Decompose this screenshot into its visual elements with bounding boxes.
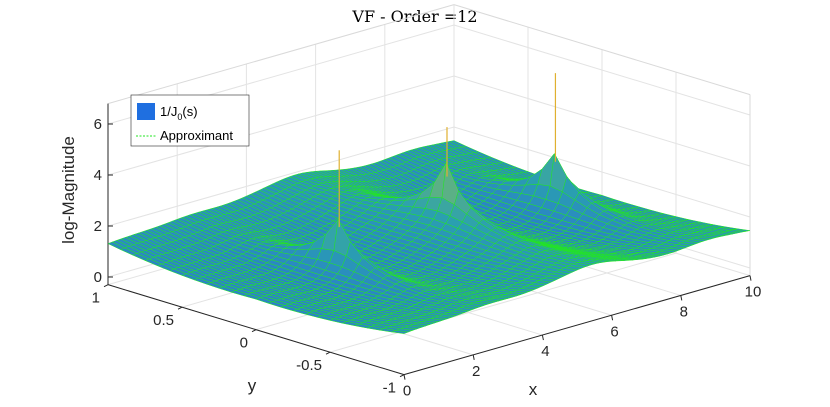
x-tick-label: 4 bbox=[541, 343, 549, 360]
x-tick-mark bbox=[403, 374, 406, 380]
x-tick-mark bbox=[472, 354, 475, 360]
x-tick-mark bbox=[541, 334, 544, 341]
legend-label-sub: 0 bbox=[177, 112, 182, 122]
y-tick-mark bbox=[325, 351, 331, 355]
y-tick-mark bbox=[177, 306, 183, 310]
grid-line bbox=[107, 126, 455, 227]
y-tick-label: -1 bbox=[383, 380, 396, 397]
x-tick-label: 2 bbox=[472, 363, 480, 380]
y-tick-mark bbox=[103, 284, 109, 288]
y-tick-mark bbox=[251, 329, 257, 333]
y-tick-mark bbox=[399, 374, 405, 378]
y-tick-label: 1 bbox=[92, 290, 100, 307]
box-edge bbox=[107, 4, 455, 105]
z-tick-label: 4 bbox=[94, 167, 102, 184]
x-tick-label: 10 bbox=[745, 284, 762, 301]
legend-swatch-surface bbox=[137, 103, 155, 120]
x-tick-label: 8 bbox=[680, 303, 688, 320]
grid-line bbox=[107, 75, 455, 176]
legend-label-approximant: Approximant bbox=[160, 128, 233, 143]
x-tick-mark bbox=[611, 315, 614, 321]
x-tick-label: 6 bbox=[610, 323, 618, 340]
x-axis-label: x bbox=[529, 380, 538, 399]
y-axis-label: y bbox=[248, 376, 257, 395]
chart-title: VF - Order =12 bbox=[351, 7, 477, 26]
x-axis-line bbox=[403, 275, 751, 376]
y-tick-label: 0 bbox=[240, 335, 248, 352]
y-tick-label: -0.5 bbox=[296, 357, 322, 374]
legend-label-tail: (s) bbox=[182, 104, 197, 119]
grid-line bbox=[453, 126, 751, 218]
grid-line bbox=[329, 252, 677, 353]
x-tick-label: 0 bbox=[403, 383, 411, 400]
legend-label-surface: 1/J0(s) bbox=[160, 104, 198, 122]
z-tick-label: 6 bbox=[94, 116, 102, 133]
z-axis-label: log-Magnitude bbox=[59, 136, 78, 244]
x-tick-mark bbox=[680, 295, 683, 301]
box-edge bbox=[453, 4, 751, 96]
x-tick-mark bbox=[749, 275, 752, 281]
y-tick-label: 0.5 bbox=[153, 312, 174, 329]
axes bbox=[103, 103, 752, 380]
z-tick-label: 0 bbox=[94, 269, 102, 286]
surface-patch bbox=[391, 330, 409, 334]
grid-line bbox=[453, 24, 751, 116]
surface bbox=[107, 73, 751, 334]
grid-line bbox=[453, 75, 751, 167]
legend: 1/J0(s) Approximant bbox=[130, 94, 250, 147]
z-tick-label: 2 bbox=[94, 218, 102, 235]
legend-label-main: 1/J bbox=[160, 104, 177, 119]
